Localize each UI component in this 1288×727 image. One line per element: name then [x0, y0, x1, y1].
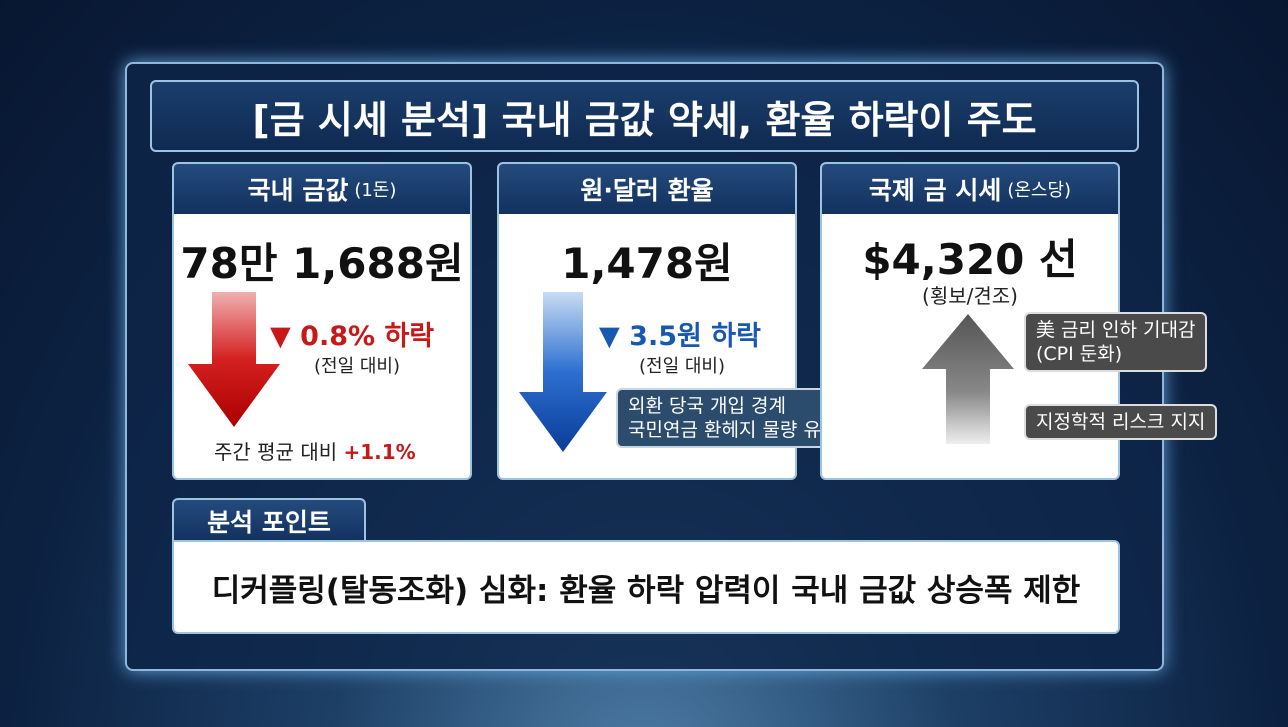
callout: 지정학적 리스크 지지: [1024, 404, 1218, 440]
header: 원·달러 환율: [580, 176, 714, 205]
header: 국제 금 시세: [868, 176, 1002, 205]
down-arrow: [188, 292, 280, 427]
callout-line: 美 금리 인하 기대감: [1036, 319, 1196, 341]
change-note: (전일 대비): [639, 356, 726, 377]
card: 국내 금값 (1돈) 78만 1,688원 ▼ 0.8% 하락 (전일 대비) 주…: [172, 162, 472, 480]
callout: 외환 당국 개입 경계 국민연금 환헤지 물량 유입: [616, 388, 851, 448]
title: [금 시세 분석] 국내 금값 약세, 환율 하락이 주도: [150, 80, 1139, 152]
down-arrow: [519, 292, 607, 452]
header-unit: (온스당): [1007, 180, 1072, 201]
value-note: (횡보/견조): [922, 284, 1018, 308]
value: $4,320 선: [862, 235, 1078, 284]
footer-value: +1.1%: [343, 440, 416, 464]
change-note: (전일 대비): [314, 356, 401, 377]
card-header: 원·달러 환율: [499, 164, 795, 214]
card-header: 국내 금값 (1돈): [174, 164, 470, 214]
value: 78만 1,688원: [180, 239, 464, 288]
callout: 美 금리 인하 기대감 (CPI 둔화): [1024, 312, 1208, 372]
analysis-text: 디커플링(탈동조화) 심화: 환율 하락 압력이 국내 금값 상승폭 제한: [172, 540, 1120, 634]
change: ▼ 3.5원 하락: [599, 321, 761, 352]
analysis-label: 분석 포인트: [172, 498, 366, 542]
callout-line: (CPI 둔화): [1036, 343, 1123, 365]
footer: 주간 평균 대비 +1.1%: [214, 436, 416, 465]
card-header: 국제 금 시세 (온스당): [822, 164, 1118, 214]
change: ▼ 0.8% 하락: [270, 321, 435, 352]
callout-line: 지정학적 리스크 지지: [1036, 411, 1206, 433]
value: 1,478원: [561, 239, 733, 288]
footer-label: 주간 평균 대비: [214, 440, 338, 464]
header: 국내 금값: [247, 176, 349, 205]
up-arrow: [922, 314, 1014, 444]
header-unit: (1돈): [354, 180, 397, 201]
callout-line: 외환 당국 개입 경계: [628, 395, 786, 417]
callout-line: 국민연금 환헤지 물량 유입: [628, 419, 839, 441]
